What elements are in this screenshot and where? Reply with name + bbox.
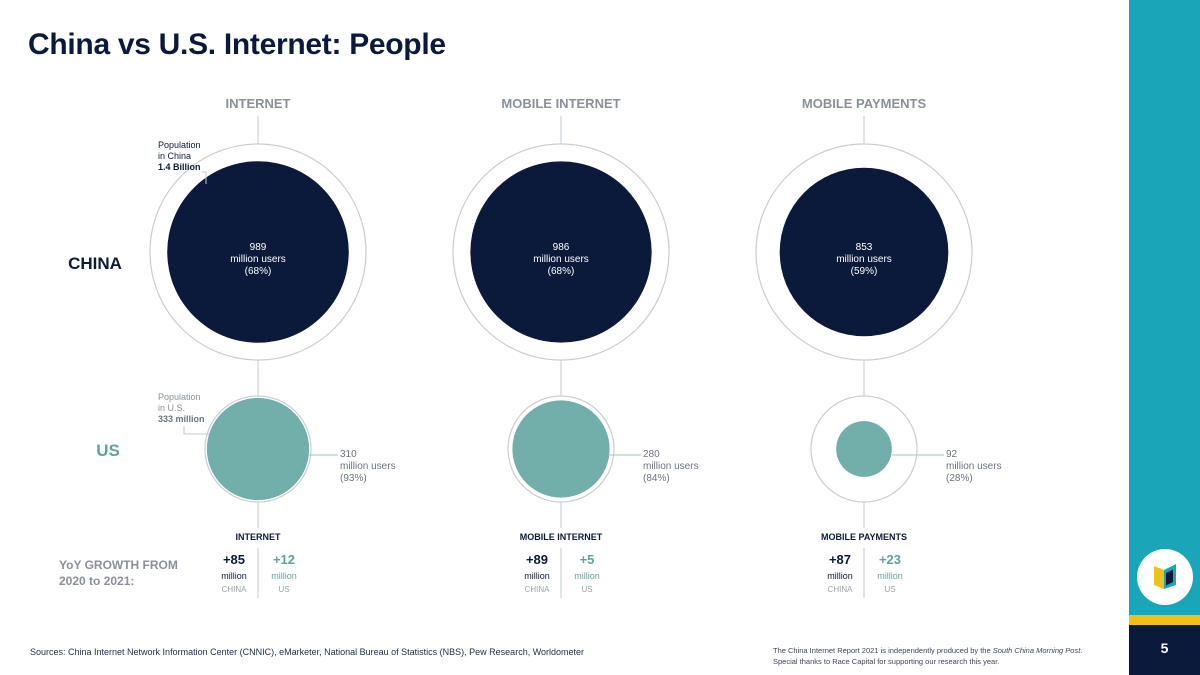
- china-users-unit-internet: million users: [230, 254, 286, 265]
- population-china-value: 1.4 Billion: [158, 162, 201, 172]
- growth-china-value-internet: +85: [223, 552, 245, 567]
- credit-publication: South China Morning Post: [992, 646, 1081, 655]
- us-users-value-mobile-internet: 280: [643, 449, 660, 460]
- china-users-pct-mobile-internet: (68%): [548, 266, 575, 277]
- growth-china-label-mobile-internet: CHINA: [525, 585, 551, 594]
- page-number-box: [1129, 625, 1200, 675]
- us-users-unit-mobile-internet: million users: [643, 461, 699, 472]
- credit-text-1: The China Internet Report 2021 is indepe…: [773, 646, 993, 655]
- growth-us-unit-mobile-internet: million: [574, 571, 600, 581]
- population-us-line2: in U.S.: [158, 403, 185, 413]
- china-users-value-mobile-internet: 986: [553, 242, 570, 253]
- growth-us-label-internet: US: [278, 585, 289, 594]
- china-users-bubble-mobile-payments: [779, 167, 949, 337]
- us-users-unit-mobile-payments: million users: [946, 461, 1002, 472]
- growth-china-value-mobile-internet: +89: [526, 552, 548, 567]
- population-us-line1: Population: [158, 392, 201, 402]
- us-users-pct-internet: (93%): [340, 473, 367, 484]
- logo: [1137, 549, 1193, 605]
- growth-china-unit-mobile-internet: million: [524, 571, 550, 581]
- china-users-value-internet: 989: [250, 242, 267, 253]
- population-us-value: 333 million: [158, 414, 205, 424]
- growth-us-value-mobile-internet: +5: [580, 552, 595, 567]
- sources-footnote: Sources: China Internet Network Informat…: [30, 647, 585, 657]
- growth-label-line1: YoY GROWTH FROM: [59, 558, 178, 572]
- row-label-us: US: [96, 441, 120, 460]
- growth-title-mobile-internet: MOBILE INTERNET: [520, 532, 603, 542]
- growth-china-value-mobile-payments: +87: [829, 552, 851, 567]
- growth-us-value-mobile-payments: +23: [879, 552, 901, 567]
- bubble-chart: CHINA US YoY GROWTH FROM 2020 to 2021: INTER…: [59, 96, 1002, 598]
- growth-label-line2: 2020 to 2021:: [59, 574, 134, 588]
- growth-china-unit-internet: million: [221, 571, 247, 581]
- growth-us-label-mobile-payments: US: [884, 585, 895, 594]
- page-number: 5: [1160, 640, 1169, 656]
- row-label-china: CHINA: [68, 254, 122, 273]
- population-china-line1: Population: [158, 140, 201, 150]
- sidebar-gold-stripe: [1129, 615, 1200, 625]
- growth-us-label-mobile-internet: US: [581, 585, 592, 594]
- growth-us-value-internet: +12: [273, 552, 295, 567]
- growth-title-internet: INTERNET: [236, 532, 282, 542]
- china-users-bubble-internet: [167, 161, 349, 343]
- population-china-line2: in China: [158, 151, 191, 161]
- credit-text-3: Special thanks to Race Capital for suppo…: [773, 657, 1000, 666]
- us-users-pct-mobile-payments: (28%): [946, 473, 973, 484]
- growth-us-unit-internet: million: [271, 571, 297, 581]
- growth-china-label-internet: CHINA: [222, 585, 248, 594]
- growth-china-unit-mobile-payments: million: [827, 571, 853, 581]
- china-users-value-mobile-payments: 853: [856, 242, 873, 253]
- china-users-unit-mobile-payments: million users: [836, 254, 892, 265]
- page-title: China vs U.S. Internet: People: [28, 28, 446, 61]
- population-china-pointer: [202, 171, 207, 184]
- china-users-unit-mobile-internet: million users: [533, 254, 589, 265]
- us-users-unit-internet: million users: [340, 461, 396, 472]
- credit-text-2: .: [1080, 646, 1083, 655]
- credit-footnote: The China Internet Report 2021 is indepe…: [773, 645, 1118, 667]
- book-icon: [1154, 564, 1176, 589]
- category-heading-mobile-payments: MOBILE PAYMENTS: [802, 96, 927, 111]
- growth-title-mobile-payments: MOBILE PAYMENTS: [821, 532, 907, 542]
- us-users-bubble-mobile-payments: [836, 421, 892, 477]
- category-heading-mobile-internet: MOBILE INTERNET: [501, 96, 620, 111]
- us-users-value-mobile-payments: 92: [946, 449, 958, 460]
- china-users-pct-internet: (68%): [245, 266, 272, 277]
- china-users-bubble-mobile-internet: [470, 161, 652, 343]
- us-users-bubble-mobile-internet: [512, 400, 610, 498]
- growth-us-unit-mobile-payments: million: [877, 571, 903, 581]
- us-users-pct-mobile-internet: (84%): [643, 473, 670, 484]
- category-heading-internet: INTERNET: [226, 96, 291, 111]
- growth-china-label-mobile-payments: CHINA: [828, 585, 854, 594]
- us-users-bubble-internet: [206, 397, 310, 501]
- us-users-value-internet: 310: [340, 449, 357, 460]
- china-users-pct-mobile-payments: (59%): [851, 266, 878, 277]
- population-us-pointer: [183, 426, 209, 435]
